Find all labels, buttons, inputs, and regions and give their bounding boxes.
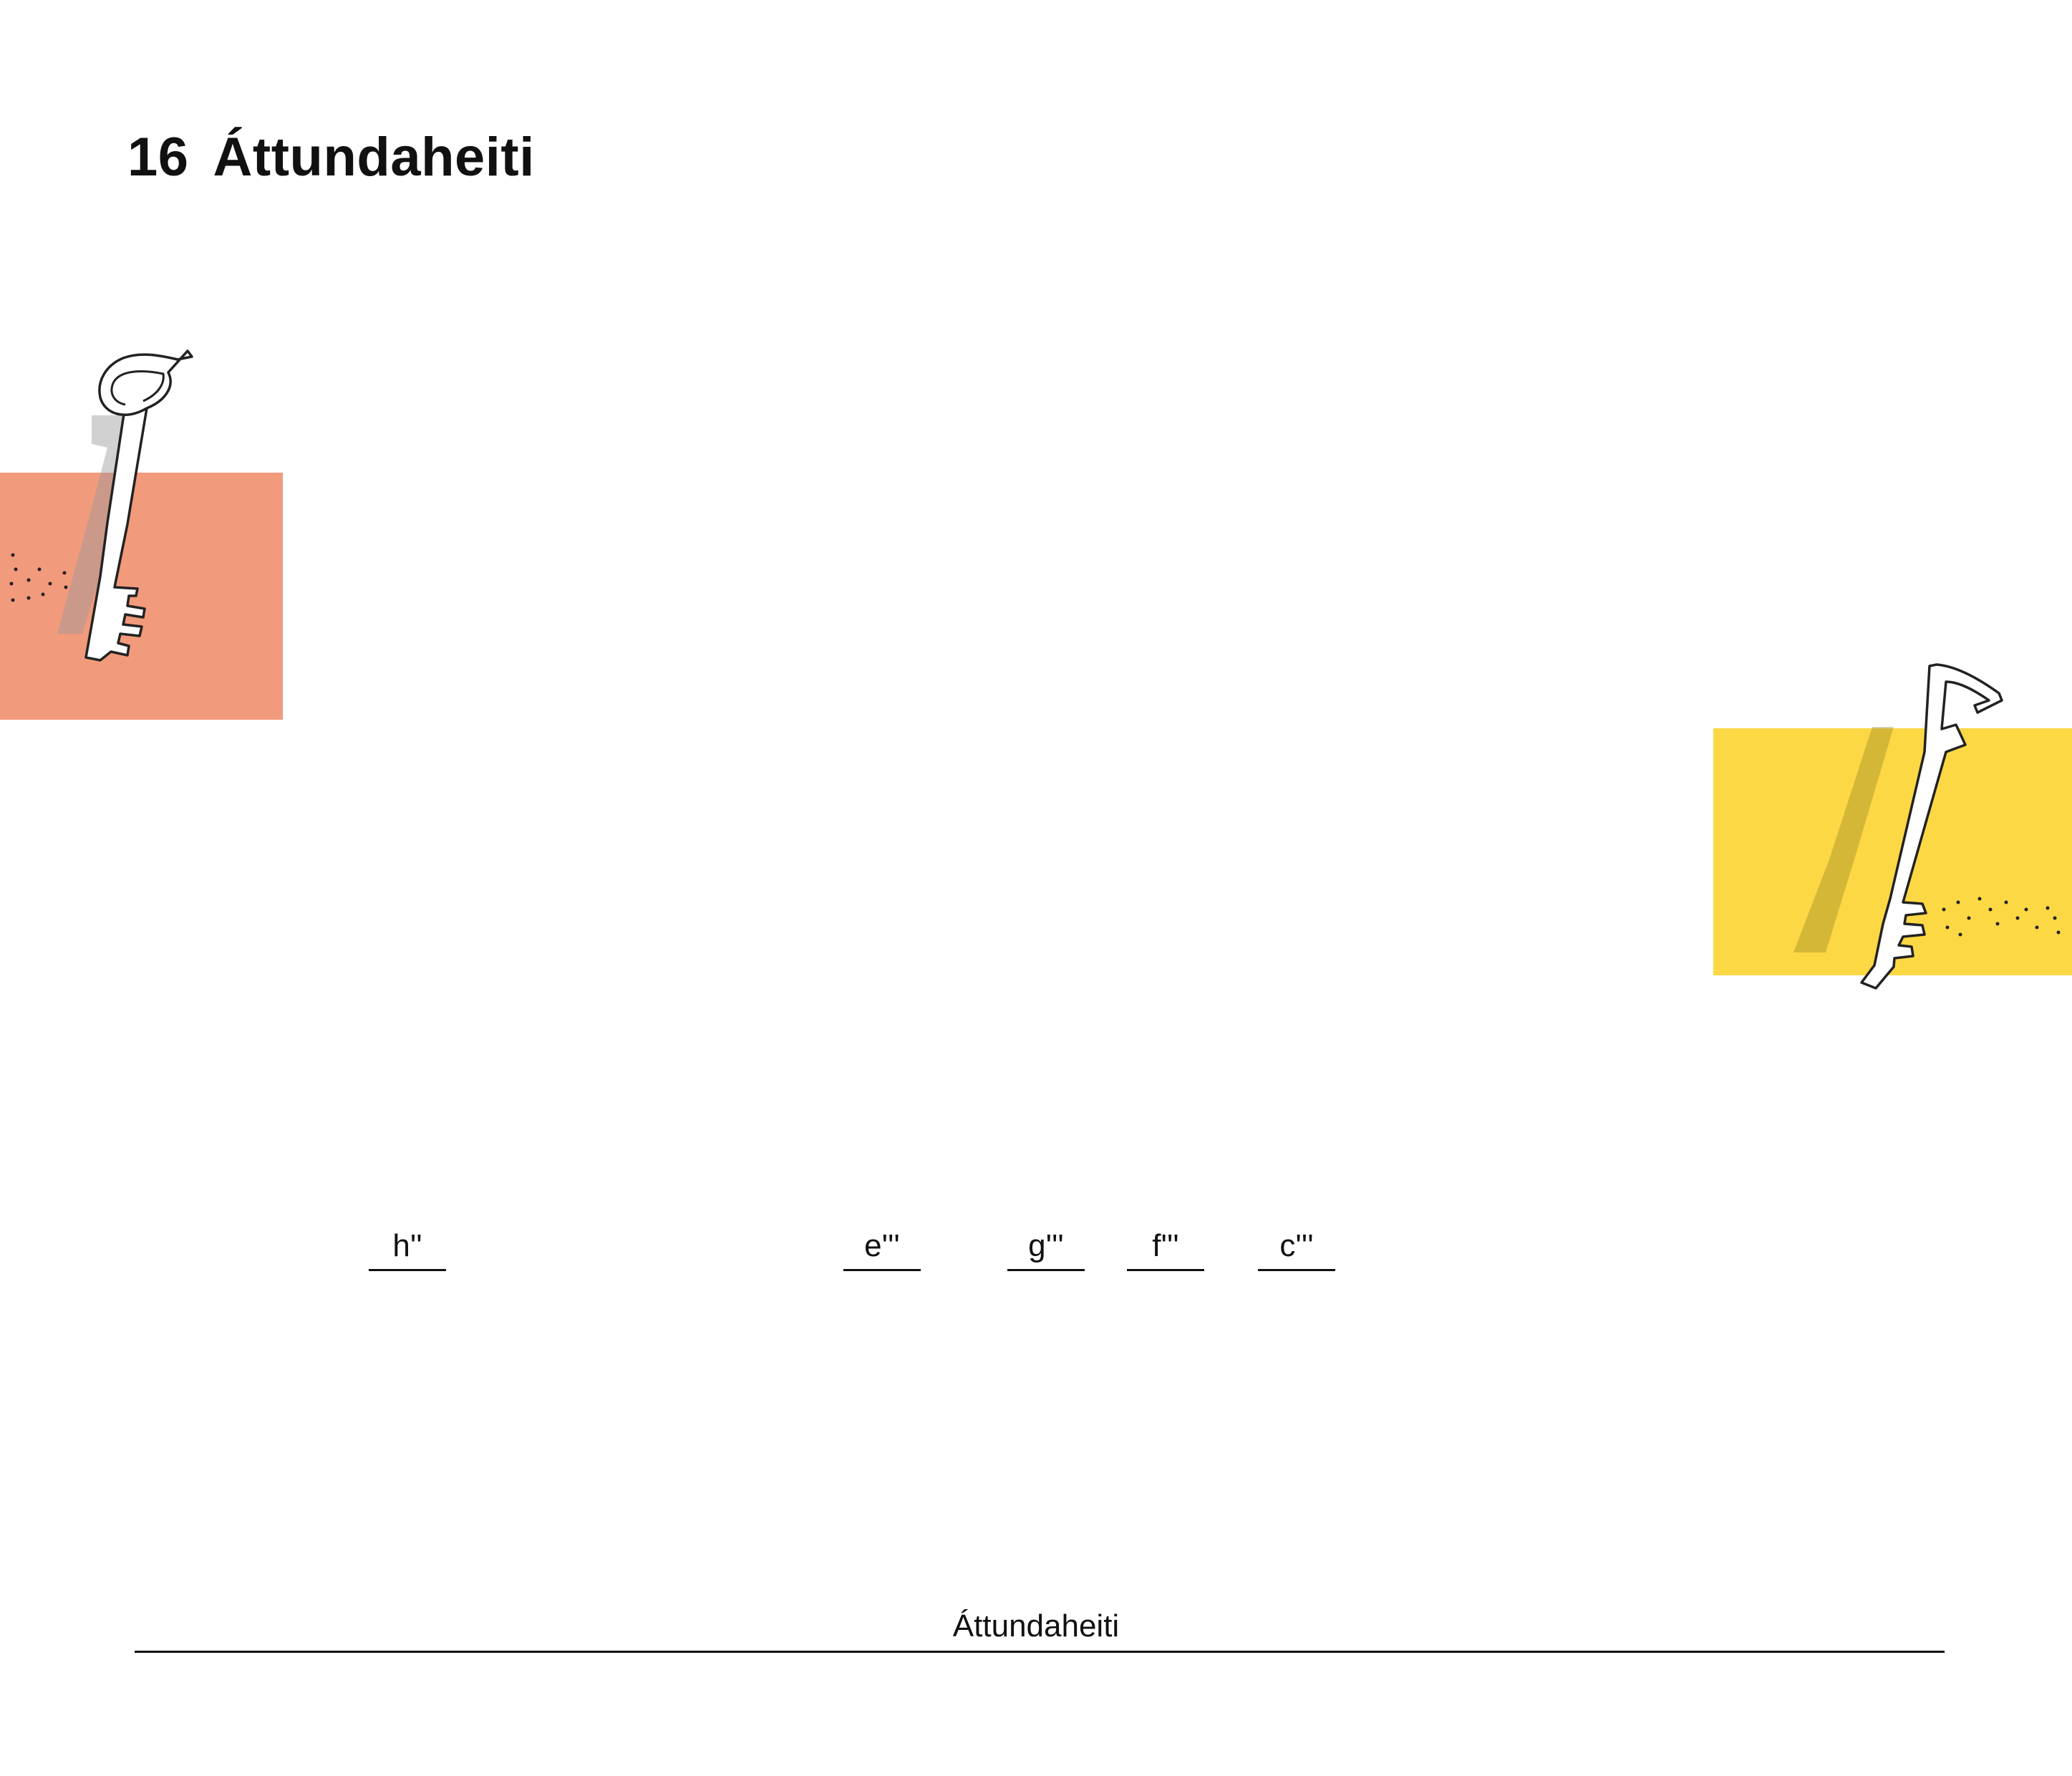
answer-slot: e''' <box>843 1226 921 1271</box>
answer-slot: c''' <box>1258 1226 1335 1271</box>
f-clef-key-icon <box>1793 663 2061 990</box>
g-clef-key-icon <box>9 349 193 662</box>
footer-label: Áttundaheiti <box>952 1608 1120 1644</box>
answer-slot: h'' <box>369 1226 446 1271</box>
answer-slot: f''' <box>1127 1226 1204 1271</box>
answer-slot: g''' <box>1007 1226 1085 1271</box>
salmon-color-block <box>0 473 283 720</box>
footer-divider <box>135 1651 1945 1653</box>
page-number: 16 <box>127 127 189 188</box>
page-title: 16 Áttundaheiti <box>127 126 535 188</box>
page-title-text: Áttundaheiti <box>213 127 535 188</box>
